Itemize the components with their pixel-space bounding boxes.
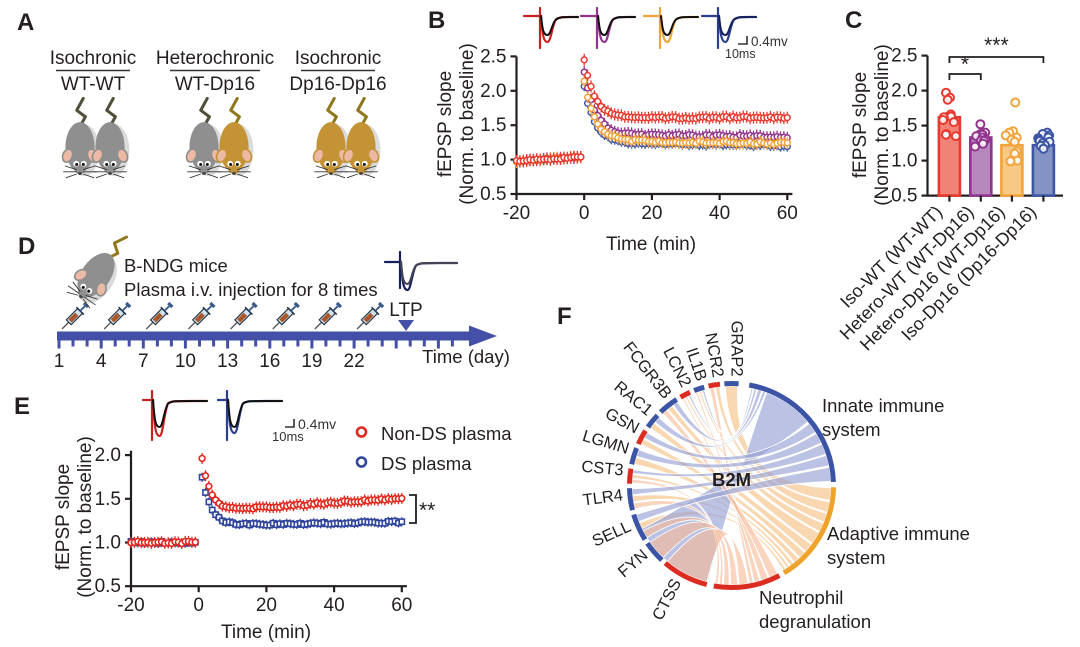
- svg-text:0.5: 0.5: [891, 186, 917, 207]
- svg-text:fEPSP slope: fEPSP slope: [53, 464, 74, 570]
- svg-text:0.4mv: 0.4mv: [751, 34, 788, 49]
- svg-text:1: 1: [54, 351, 65, 372]
- svg-text:SELL: SELL: [590, 518, 634, 551]
- svg-text:1.5: 1.5: [480, 115, 506, 136]
- svg-text:**: **: [419, 499, 435, 522]
- svg-text:20: 20: [641, 203, 662, 224]
- svg-text:CTSS: CTSS: [649, 576, 685, 623]
- svg-text:Plasma i.v. injection for 8 ti: Plasma i.v. injection for 8 times: [124, 279, 378, 300]
- svg-text:16: 16: [259, 351, 280, 372]
- svg-text:20: 20: [256, 595, 277, 616]
- svg-text:CST3: CST3: [581, 458, 625, 480]
- svg-text:B-NDG mice: B-NDG mice: [124, 255, 228, 276]
- svg-text:fEPSP slope: fEPSP slope: [435, 71, 456, 177]
- svg-text:0.5: 0.5: [95, 576, 121, 597]
- svg-text:Dp16-Dp16: Dp16-Dp16: [289, 74, 386, 95]
- svg-text:0.4mv: 0.4mv: [298, 416, 336, 432]
- svg-text:D: D: [18, 233, 35, 260]
- svg-text:B: B: [428, 7, 445, 34]
- svg-text:-20: -20: [503, 203, 530, 224]
- svg-text:Neutrophil: Neutrophil: [759, 587, 843, 608]
- svg-text:2.5: 2.5: [480, 46, 506, 67]
- svg-text:(Norm. to baseline): (Norm. to baseline): [457, 43, 478, 205]
- svg-text:Time (min): Time (min): [606, 234, 696, 255]
- svg-text:Time (min): Time (min): [221, 622, 311, 643]
- svg-text:2.0: 2.0: [95, 445, 121, 466]
- svg-text:10ms: 10ms: [272, 429, 304, 444]
- svg-text:7: 7: [138, 351, 149, 372]
- svg-text:E: E: [14, 393, 30, 420]
- svg-text:Isochronic: Isochronic: [295, 48, 382, 69]
- svg-text:FYN: FYN: [615, 546, 652, 581]
- svg-text:40: 40: [709, 203, 730, 224]
- svg-text:fEPSP slope: fEPSP slope: [850, 72, 871, 178]
- svg-text:60: 60: [777, 203, 798, 224]
- svg-text:60: 60: [391, 595, 412, 616]
- svg-text:1.0: 1.0: [480, 150, 506, 171]
- svg-text:1.0: 1.0: [95, 533, 121, 554]
- svg-text:B2M: B2M: [712, 469, 751, 490]
- svg-text:13: 13: [217, 351, 238, 372]
- svg-text:2.0: 2.0: [480, 81, 506, 102]
- svg-text:2.0: 2.0: [891, 81, 917, 102]
- svg-text:1.5: 1.5: [891, 116, 917, 137]
- svg-text:F: F: [557, 303, 572, 330]
- svg-text:Non-DS plasma: Non-DS plasma: [381, 423, 512, 444]
- svg-text:4: 4: [96, 351, 107, 372]
- svg-text:(Norm. to baseline): (Norm. to baseline): [872, 44, 893, 206]
- svg-text:2.5: 2.5: [891, 46, 917, 67]
- svg-text:*: *: [961, 53, 969, 76]
- svg-text:10ms: 10ms: [725, 47, 756, 61]
- svg-text:DS plasma: DS plasma: [381, 453, 472, 474]
- svg-text:WT-Dp16: WT-Dp16: [175, 74, 255, 95]
- svg-text:Innate immune: Innate immune: [822, 395, 944, 416]
- svg-text:Isochronic: Isochronic: [50, 48, 137, 69]
- svg-text:22: 22: [344, 351, 365, 372]
- svg-text:0: 0: [193, 595, 204, 616]
- svg-text:Heterochronic: Heterochronic: [156, 48, 274, 69]
- svg-text:40: 40: [324, 595, 345, 616]
- svg-text:GRAP2: GRAP2: [728, 321, 746, 377]
- svg-text:Adaptive immune: Adaptive immune: [827, 523, 970, 544]
- svg-text:0.5: 0.5: [480, 184, 506, 205]
- svg-text:LTP: LTP: [389, 300, 422, 321]
- svg-text:1.0: 1.0: [891, 151, 917, 172]
- svg-text:(Norm. to baseline): (Norm. to baseline): [75, 436, 96, 598]
- svg-text:Time (day): Time (day): [422, 346, 510, 367]
- svg-text:system: system: [827, 547, 886, 568]
- svg-text:WT-WT: WT-WT: [61, 74, 126, 95]
- svg-text:A: A: [17, 9, 34, 36]
- svg-text:system: system: [822, 419, 881, 440]
- svg-text:***: ***: [984, 34, 1009, 57]
- svg-text:-20: -20: [117, 595, 144, 616]
- svg-text:10: 10: [175, 351, 196, 372]
- svg-text:TLR4: TLR4: [582, 486, 624, 509]
- svg-text:degranulation: degranulation: [759, 611, 871, 632]
- svg-text:0: 0: [579, 203, 590, 224]
- svg-text:C: C: [845, 7, 862, 34]
- svg-text:19: 19: [301, 351, 322, 372]
- svg-text:1.5: 1.5: [95, 489, 121, 510]
